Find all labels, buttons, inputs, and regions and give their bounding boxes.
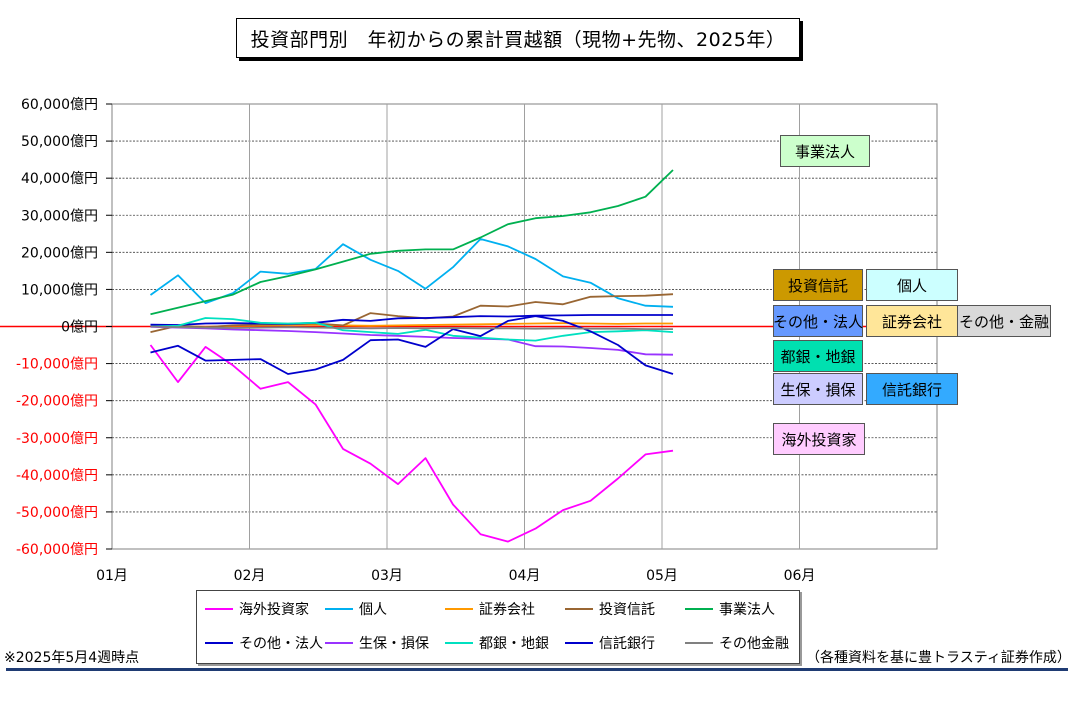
legend-item: 海外投資家 [205,599,309,619]
series-lines [149,169,674,543]
y-tick-label: 30,000億円 [21,208,98,224]
y-tick-label: 40,000億円 [21,171,98,187]
y-tick-label: -40,000億円 [16,468,98,484]
x-tick-label: 01月 [96,568,128,584]
legend-label: その他・法人 [239,636,323,652]
series-line-1 [149,238,674,308]
series-line-8 [150,315,674,375]
series-line-4 [150,169,674,316]
legend-label: 証券会社 [479,602,535,618]
legend-swatch [325,608,353,610]
callout-label: 事業法人 [780,135,870,167]
callout-label: その他・金融 [957,305,1051,337]
y-tick-label: 0億円 [61,320,98,336]
legend-swatch [205,608,233,610]
y-tick-label: -60,000億円 [16,542,98,558]
callout-label: 証券会社 [866,305,958,337]
legend-label: 都銀・地銀 [479,636,549,652]
legend-item: 都銀・地銀 [445,633,549,653]
legend-swatch [685,608,713,610]
callout-label: 個人 [866,269,958,301]
footnote: ※2025年5月4週時点 [4,650,140,666]
y-axis: 60,000億円 50,000億円 40,000億円 30,000億円 20,000億円… [16,97,112,558]
series-line-6 [150,326,674,356]
y-tick-label: 10,000億円 [21,282,98,298]
y-tick-label: -10,000億円 [16,357,98,373]
y-tick-label: -30,000億円 [16,431,98,447]
legend-swatch [205,642,233,644]
legend-item: 証券会社 [445,599,535,619]
y-tick-label: 50,000億円 [21,134,98,150]
callout-label: 投資信託 [773,269,863,301]
legend-item: その他・法人 [205,633,323,653]
legend-swatch [445,642,473,644]
legend-label: 海外投資家 [239,602,309,618]
x-tick-label: 05月 [646,568,678,584]
chart-title: 投資部門別 年初からの累計買越額（現物+先物、2025年） [236,18,800,58]
legend-swatch [685,642,713,644]
y-tick-label: 60,000億円 [21,97,98,113]
legend-item: 信託銀行 [565,633,655,653]
callout-label: その他・法人 [773,305,863,337]
callout-label: 生保・損保 [773,373,863,405]
legend-swatch [445,608,473,610]
callout-label: 信託銀行 [866,373,958,405]
legend-swatch [565,608,593,610]
bottom-divider [6,668,1068,671]
x-tick-label: 04月 [509,568,541,584]
y-tick-label: -50,000億円 [16,505,98,521]
legend-item: 事業法人 [685,599,775,619]
legend-item: その他金融 [685,633,789,653]
series-line-5 [150,314,673,326]
series-line-3 [150,293,674,333]
y-tick-label: 20,000億円 [21,245,98,261]
x-tick-label: 06月 [784,568,816,584]
legend-item: 生保・損保 [325,633,429,653]
series-line-0 [149,344,674,543]
legend-swatch [565,642,593,644]
legend: 海外投資家 個人 証券会社 投資信託 事業法人その他・法人 生保・損保 都銀・地銀 信託銀行 そ… [196,590,800,664]
series-line-9 [150,325,673,330]
legend-item: 個人 [325,599,387,619]
x-tick-label: 03月 [371,568,403,584]
legend-label: 事業法人 [719,602,775,618]
legend-label: その他金融 [719,636,789,652]
legend-item: 投資信託 [565,599,655,619]
source-note: （各種資料を基に豊トラスティ証券作成） [806,650,1071,666]
x-axis: 01月 02月 03月 04月 05月 06月 [96,568,815,584]
callout-label: 海外投資家 [773,423,865,455]
legend-swatch [325,642,353,644]
callout-label: 都銀・地銀 [773,340,863,372]
legend-label: 生保・損保 [359,636,429,652]
legend-label: 個人 [359,602,387,618]
y-tick-label: -20,000億円 [16,394,98,410]
legend-label: 信託銀行 [599,636,655,652]
series-line-7 [150,317,674,342]
x-tick-label: 02月 [234,568,266,584]
legend-label: 投資信託 [599,602,655,618]
